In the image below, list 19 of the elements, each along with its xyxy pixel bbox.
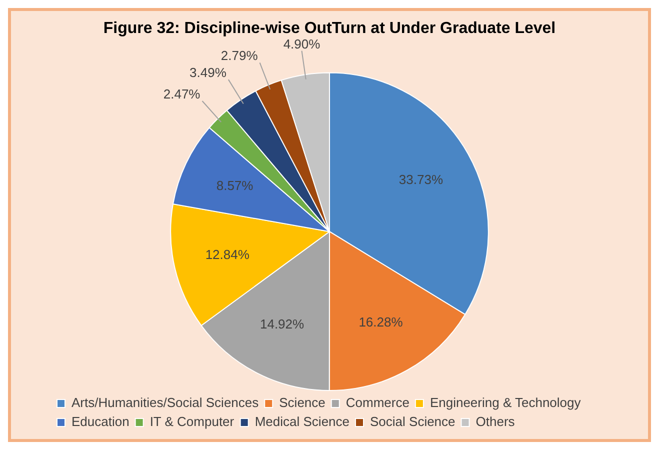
data-label: 12.84%: [205, 246, 250, 262]
legend-label: Science: [279, 395, 326, 410]
data-label: 8.57%: [216, 178, 254, 194]
chart-title: Figure 32: Discipline-wise OutTurn at Under Graduate Level: [103, 20, 556, 38]
data-label: 16.28%: [358, 314, 404, 330]
data-label: 33.73%: [398, 172, 444, 187]
data-label: 2.79%: [220, 48, 258, 64]
legend-label: Engineering & Technology: [430, 395, 582, 410]
legend-label: Others: [476, 414, 516, 430]
legend-label: IT & Computer: [150, 414, 235, 430]
data-label: 3.49%: [190, 65, 227, 80]
data-label: 2.47%: [163, 86, 201, 102]
legend-label: Medical Science: [254, 414, 350, 430]
legend-label: Arts/Humanities/Social Sciences: [72, 395, 260, 410]
legend-label: Commerce: [346, 395, 410, 410]
data-label: 14.92%: [260, 316, 305, 332]
legend-label: Social Science: [370, 414, 456, 430]
data-label: 4.90%: [283, 36, 321, 52]
legend-label: Education: [72, 414, 130, 430]
